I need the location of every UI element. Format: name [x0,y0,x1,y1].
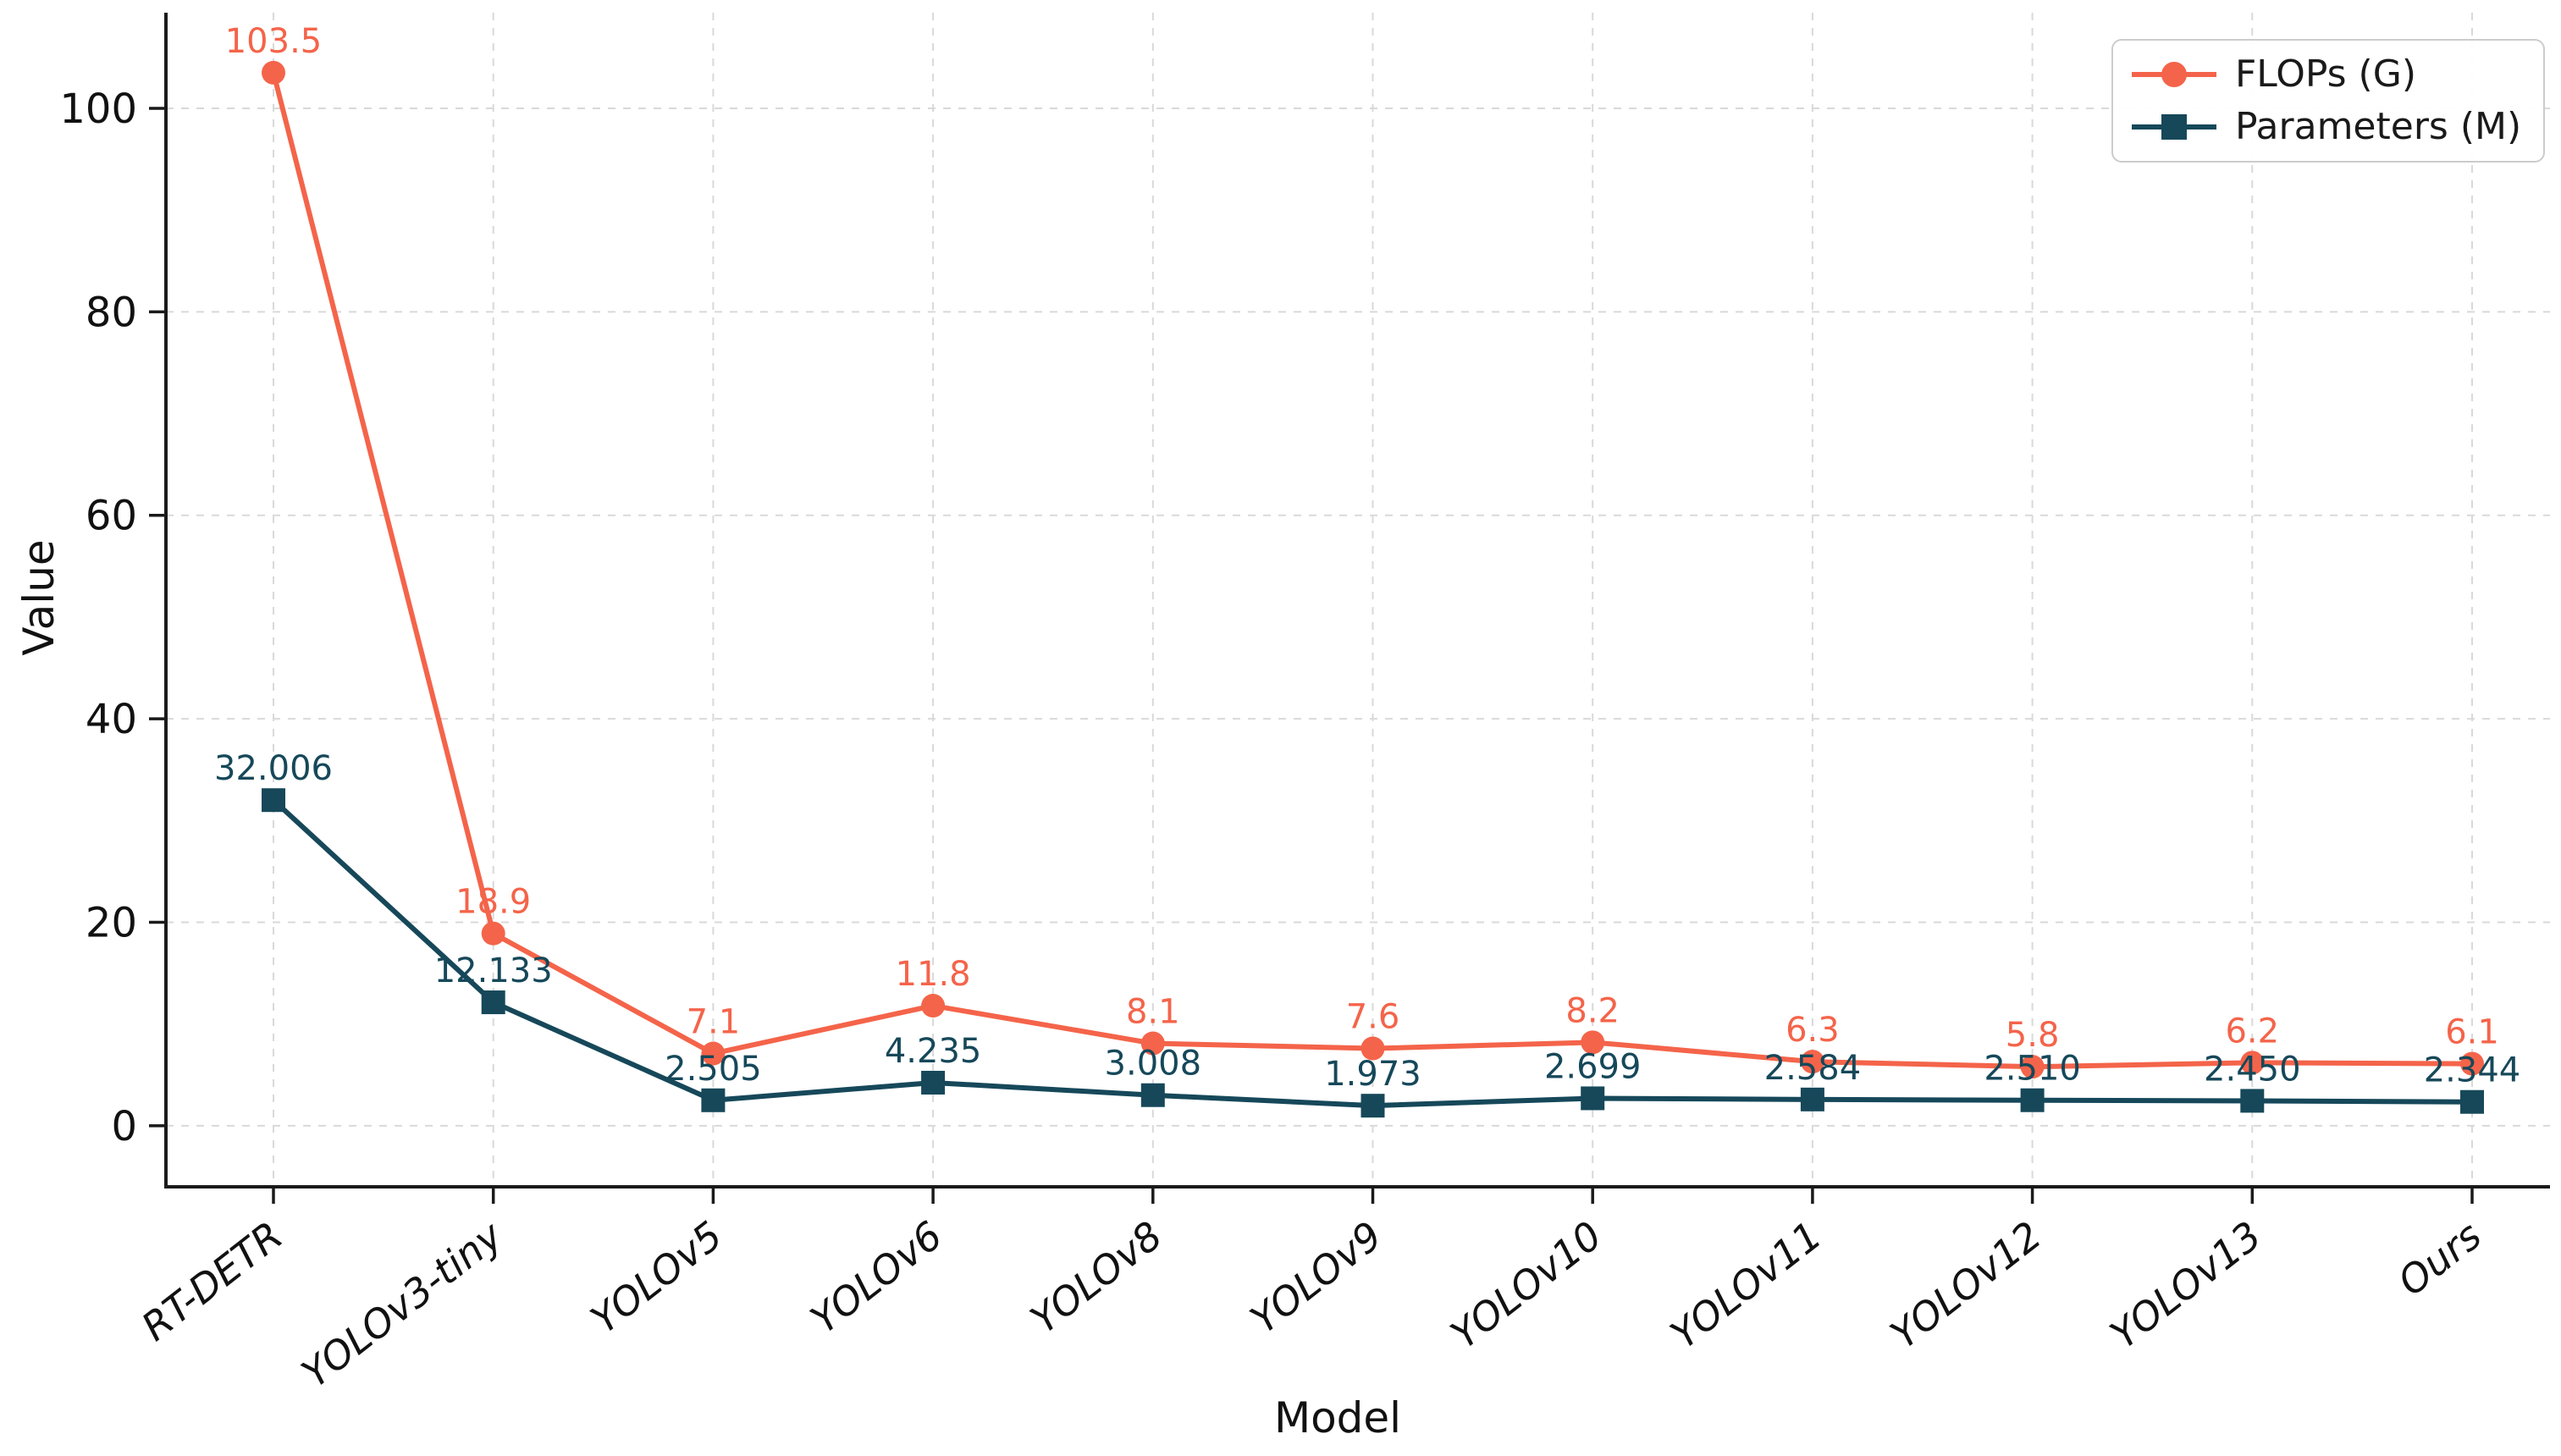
data-point-marker [1581,1030,1605,1055]
series-parameters [262,788,2484,1118]
data-point-marker [701,1088,726,1112]
data-label: 7.6 [1346,998,1400,1037]
tick-marks [149,107,2474,1204]
y-axis-title: Value [14,539,63,656]
data-point-marker [1361,1036,1385,1061]
legend-label-parameters: Parameters (M) [2235,105,2522,148]
data-label: 32.006 [214,749,333,788]
data-label: 1.973 [1324,1055,1421,1094]
data-label: 7.1 [687,1003,741,1042]
axes [164,13,2550,1189]
x-tick-label: YOLOv10 [1442,1212,1609,1358]
data-point-marker [2240,1089,2265,1113]
data-point-marker [921,994,946,1018]
data-point-marker [921,1070,946,1095]
data-point-marker [701,1041,726,1066]
data-label: 5.8 [2006,1016,2060,1055]
x-tick-label: YOLOv6 [802,1212,950,1343]
data-label: 2.584 [1764,1049,1862,1088]
x-tick-label: YOLOv5 [582,1212,731,1343]
data-point-marker [2460,1089,2484,1114]
data-point-marker [1361,1094,1385,1118]
data-point-marker [2240,1051,2265,1075]
data-label: 2.344 [2424,1051,2521,1090]
data-point-marker [262,788,285,813]
legend-label-flops: FLOPs (G) [2235,52,2416,96]
data-labels: 103.5 18.9 7.1 11.8 8.1 7.6 8.2 6.3 5.8 6.2 6.1 [225,22,2499,1055]
data-label: 3.008 [1105,1045,1202,1084]
y-tick-label: 0 [111,1103,137,1150]
x-tick-label: RT-DETR [133,1212,291,1349]
data-point-marker [1581,1086,1605,1111]
data-point-marker [2020,1088,2045,1112]
data-label: 8.2 [1565,991,1620,1030]
series-flops [262,60,2484,1079]
data-point-marker [481,921,505,946]
data-label: 11.8 [896,955,971,994]
x-tick-label: Ours [2389,1212,2490,1304]
legend-item-flops: FLOPs (G) [2130,51,2521,98]
y-tick-label: 40 [86,696,137,743]
x-tick-label: YOLOv3-tiny [293,1212,511,1397]
x-tick-label: YOLOv11 [1662,1212,1830,1358]
data-point-marker [481,990,505,1015]
x-tick-label: YOLOv9 [1242,1212,1390,1343]
x-tick-label: YOLOv8 [1022,1212,1170,1343]
y-tick-label: 80 [86,289,137,336]
data-label: 12.133 [434,951,553,990]
tick-labels: 0 20 40 60 80 100 RT-DETR YOLOv3-tiny YOLOv5 YOLO… [59,85,2489,1397]
x-axis-title: Model [1273,1393,1402,1442]
x-tick-label: YOLOv13 [2102,1212,2270,1358]
data-label: 4.235 [885,1032,982,1071]
data-label: 2.510 [1984,1050,2081,1089]
flops-line-sample-icon [2132,62,2216,87]
legend-item-parameters: Parameters (M) [2130,103,2521,151]
data-labels: 32.006 12.133 2.505 4.235 3.008 1.973 2.699 2.5… [214,749,2520,1094]
data-label: 2.699 [1544,1047,1642,1086]
data-label: 2.505 [665,1050,762,1089]
data-label: 6.1 [2445,1013,2499,1052]
data-label: 8.1 [1126,993,1180,1032]
data-label: 18.9 [455,883,531,922]
data-point-marker [262,60,285,85]
data-point-marker [1140,1031,1165,1056]
parameters-line-sample-icon [2132,114,2216,140]
data-point-marker [1800,1087,1824,1111]
data-label: 6.2 [2225,1012,2279,1051]
data-label: 103.5 [225,22,323,61]
y-tick-label: 20 [86,900,137,947]
data-label: 6.3 [1786,1011,1840,1050]
data-point-marker [2020,1055,2045,1079]
y-tick-label: 100 [59,85,137,133]
legend: FLOPs (G) Parameters (M) [2111,39,2546,163]
y-tick-label: 60 [86,493,137,540]
data-point-marker [1800,1050,1824,1074]
x-tick-label: YOLOv12 [1882,1212,2050,1358]
data-point-marker [2460,1051,2484,1076]
data-label: 2.450 [2204,1050,2301,1089]
data-point-marker [1140,1083,1165,1107]
